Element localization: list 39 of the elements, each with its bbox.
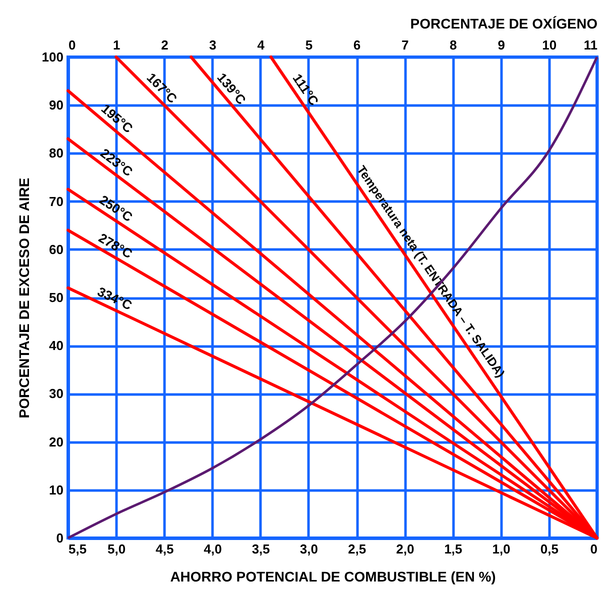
y-tick-label: 20 <box>49 434 64 450</box>
y-tick-label: 0 <box>56 530 64 546</box>
y-tick-label: 60 <box>49 242 64 257</box>
y-tick-label: 50 <box>49 290 64 305</box>
x2-tick-label: 0 <box>68 38 76 52</box>
x-tick-label: 3,0 <box>300 542 318 556</box>
x2-tick-label: 9 <box>498 38 505 52</box>
x-axis-title: AHORRO POTENCIAL DE COMBUSTIBLE (EN %) <box>170 568 496 584</box>
x2-tick-label: 6 <box>353 38 361 52</box>
y-tick-label: 30 <box>49 386 64 402</box>
x-tick-label: 5,5 <box>68 542 87 556</box>
x-tick-label: 4,5 <box>156 542 174 556</box>
y-tick-label: 40 <box>49 338 64 354</box>
x2-tick-label: 3 <box>209 38 216 52</box>
x2-tick-label: 1 <box>112 38 120 52</box>
y-tick-label: 100 <box>42 50 64 64</box>
y-tick-label: 90 <box>49 98 64 113</box>
text: 334°C <box>95 284 135 314</box>
y-tick-label: 10 <box>49 482 64 498</box>
x2-tick-label: 10 <box>542 38 557 52</box>
x-tick-label: 2,0 <box>396 542 414 556</box>
y-axis-title: PORCENTAJE DE EXCESO DE AIRE <box>16 178 32 418</box>
x2-tick-label: 2 <box>161 38 168 52</box>
x-tick-label: 2,5 <box>348 542 366 556</box>
x-tick-label: 0,5 <box>540 542 558 556</box>
x-tick-label: 1,5 <box>444 542 462 556</box>
x-tick-label: 4,0 <box>204 542 222 556</box>
x-tick-label: 1,0 <box>492 542 510 556</box>
x-tick-label: 3,5 <box>252 542 270 556</box>
x2-tick-label: 11 <box>584 38 598 52</box>
x2-tick-label: 4 <box>257 38 266 52</box>
x2-tick-label: 8 <box>450 38 457 52</box>
x2-axis-title: PORCENTAJE DE OXÍGENO <box>410 16 598 32</box>
y-tick-label: 70 <box>49 194 64 209</box>
x-tick-label: 0 <box>590 542 598 556</box>
x2-tick-label: 5 <box>305 38 313 52</box>
y-tick-label: 80 <box>49 146 64 161</box>
x2-tick-label: 7 <box>402 38 409 52</box>
x-tick-label: 5,0 <box>108 542 126 556</box>
